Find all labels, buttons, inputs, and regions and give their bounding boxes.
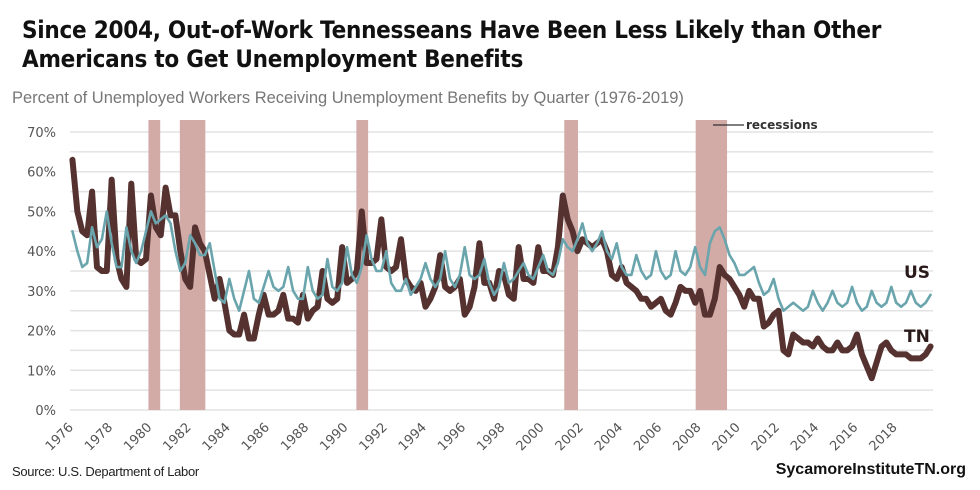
series-label-us: US [904, 263, 930, 283]
chart-title: Since 2004, Out-of-Work Tennesseans Have… [22, 16, 882, 73]
recession-legend: recessions [713, 118, 818, 132]
chart-subtitle: Percent of Unemployed Workers Receiving … [12, 89, 684, 107]
series-us [71, 210, 932, 313]
x-tick-label: 2000 [514, 420, 548, 454]
x-tick-label: 1982 [161, 420, 195, 454]
x-tick-label: 2004 [592, 420, 626, 454]
x-tick-label: 2008 [670, 420, 704, 454]
y-tick-label: 40% [27, 245, 56, 260]
y-tick-label: 20% [27, 325, 56, 340]
y-tick-label: 60% [27, 166, 56, 181]
y-tick-label: 70% [27, 126, 56, 141]
x-tick-label: 2016 [827, 420, 861, 454]
x-tick-label: 1992 [357, 420, 391, 454]
x-tick-label: 1980 [121, 420, 155, 454]
x-tick-label: 1988 [278, 420, 312, 454]
y-tick-label: 0% [35, 404, 56, 419]
x-tick-label: 2018 [867, 420, 901, 454]
brand-link[interactable]: SycamoreInstituteTN.org [775, 461, 966, 478]
x-tick-label: 2014 [788, 420, 822, 454]
recession-legend-label: recessions [746, 118, 818, 132]
recession-band [148, 120, 161, 410]
x-tick-label: 2006 [631, 420, 665, 454]
x-tick-label: 1994 [396, 420, 430, 454]
source-note: Source: U.S. Department of Labor [12, 464, 199, 479]
series-lines [69, 156, 934, 382]
x-tick-label: 1978 [82, 420, 116, 454]
x-tick-label: 2010 [710, 420, 744, 454]
x-tick-label: 2012 [749, 420, 783, 454]
x-tick-label: 2002 [553, 420, 587, 454]
x-tick-label: 1990 [317, 420, 351, 454]
x-tick-label: 1976 [43, 420, 77, 454]
y-tick-label: 10% [27, 364, 56, 379]
y-tick-label: 30% [27, 285, 56, 300]
series-label-tn: TN [904, 327, 930, 347]
y-axis-labels: 0% 10% 20% 30% 40% 50% 60% 70% [27, 126, 56, 419]
x-tick-label: 1998 [474, 420, 508, 454]
x-tick-label: 1984 [200, 420, 234, 454]
x-tick-label: 1986 [239, 420, 273, 454]
x-axis-labels: 1976 1978 1980 1982 1984 1986 1988 1990 1992 1994… [43, 420, 901, 454]
series-line-us [71, 210, 932, 313]
y-tick-label: 50% [27, 205, 56, 220]
recession-band [564, 120, 578, 410]
x-tick-label: 1996 [435, 420, 469, 454]
